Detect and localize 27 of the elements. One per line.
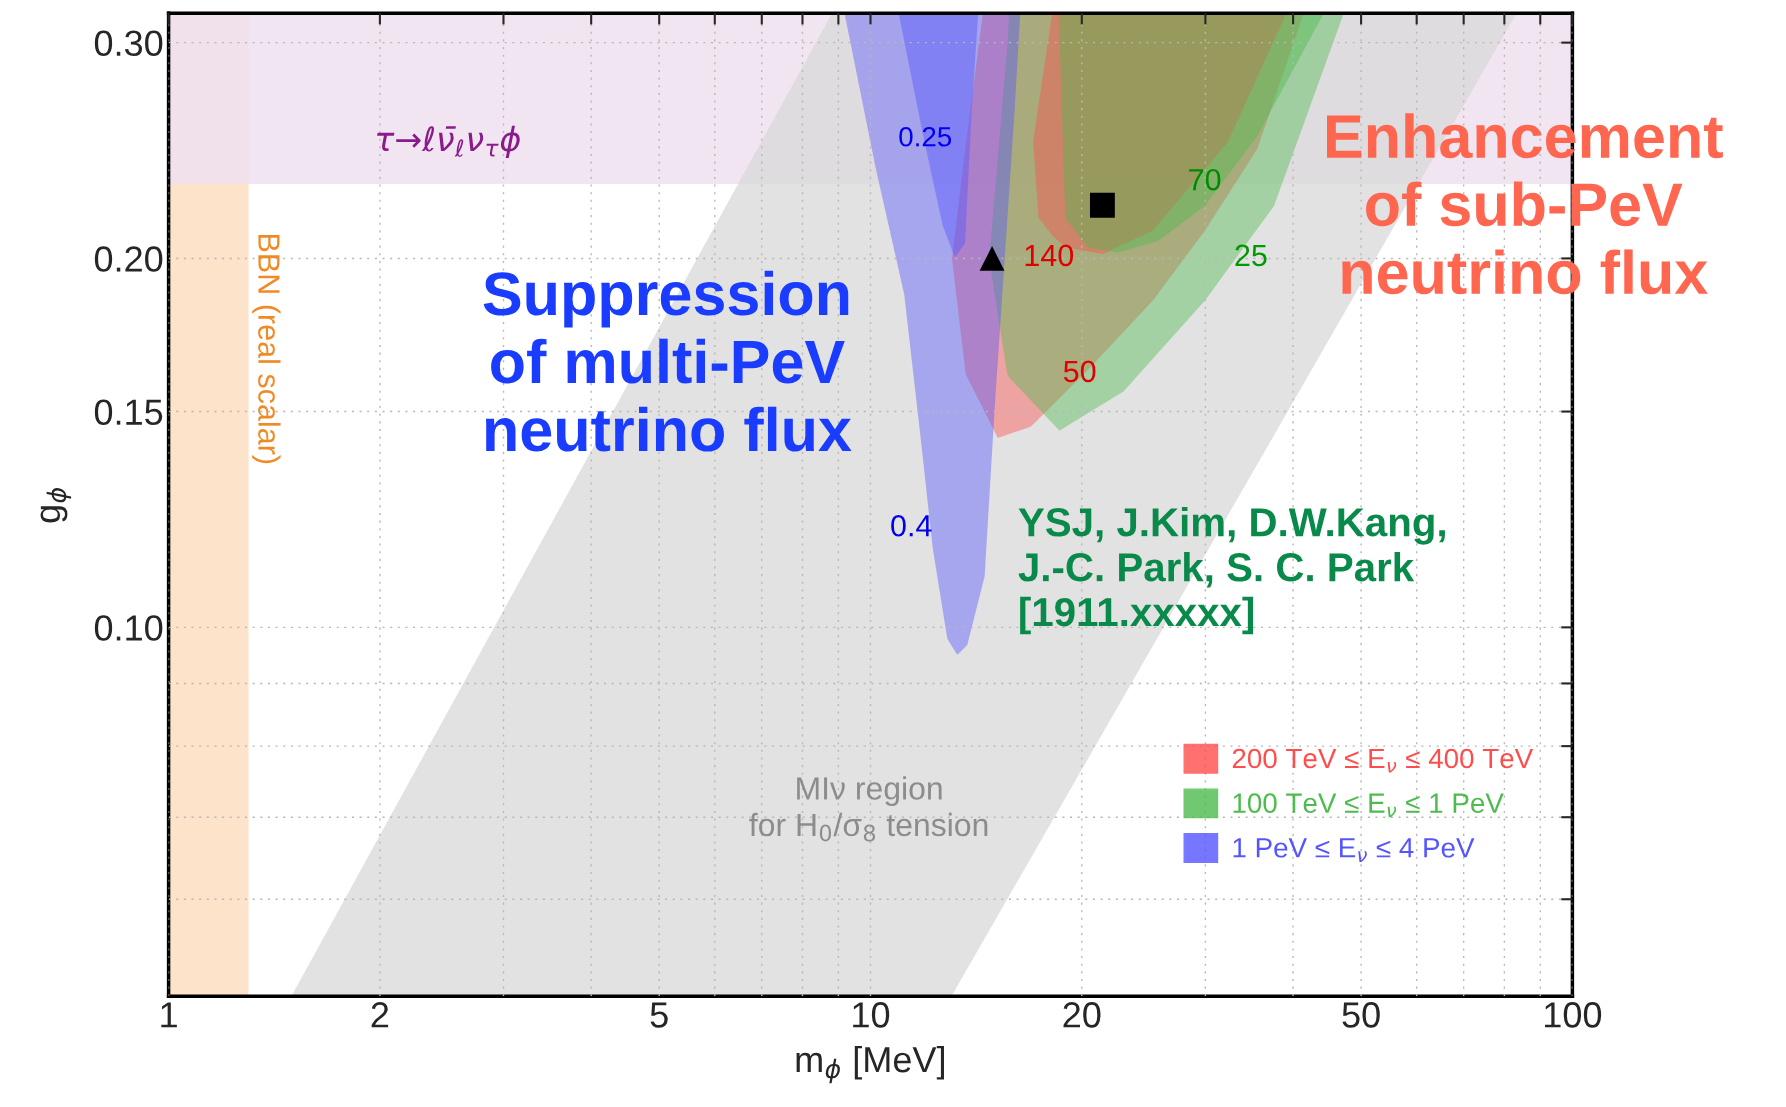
annotation: 50 (1063, 360, 1096, 383)
y-axis-title: g$_{ϕ}$ (40, 488, 72, 523)
x-tick-label: 2 (371, 1002, 389, 1028)
annotation: 25 (1235, 244, 1267, 267)
x-tick-label: 20 (1063, 1002, 1101, 1028)
annotation: Suppression of multi-PeV neutrino flux (483, 270, 852, 452)
band-label: τ→ℓν̄$_{ℓ}$ν$_{τ}$ϕ (377, 125, 520, 158)
annotation: 0.25 (899, 126, 952, 147)
y-tick-label: 0.30 (94, 30, 163, 57)
band-label: BBN (real scalar) (252, 234, 281, 464)
x-tick-label: 100 (1545, 1002, 1602, 1028)
y-tick-label: 0.15 (94, 399, 163, 425)
annotation: 140 (1025, 244, 1074, 267)
x-tick-label: 10 (853, 1002, 890, 1028)
annotation: YSJ, J.Kim, D.W.Kang, J.-C. Park, S. C. Park [1911.xxxxx] (1018, 506, 1445, 635)
annotation: 0.4 (891, 514, 932, 537)
x-tick-label: 50 (1342, 1002, 1380, 1028)
y-tick-label: 0.20 (94, 246, 163, 272)
x-axis-title: m$_{ϕ}$ [MeV] (796, 1045, 944, 1084)
annotation: MIν region for H$_{0}$/σ$_{8}$ tension (749, 776, 988, 842)
y-tick-label: 0.10 (94, 615, 163, 641)
x-tick-label: 5 (650, 1002, 668, 1028)
legend-label: 1 PeV ≤ E$_{ν}$ ≤ 4 PeV (1233, 838, 1475, 862)
annotation: 70 (1189, 168, 1221, 191)
legend-label: 200 TeV ≤ E$_{ν}$ ≤ 400 TeV (1232, 748, 1534, 773)
legend-label: 100 TeV ≤ E$_{ν}$ ≤ 1 PeV (1233, 793, 1504, 818)
x-tick-label: 1 (161, 1002, 177, 1028)
